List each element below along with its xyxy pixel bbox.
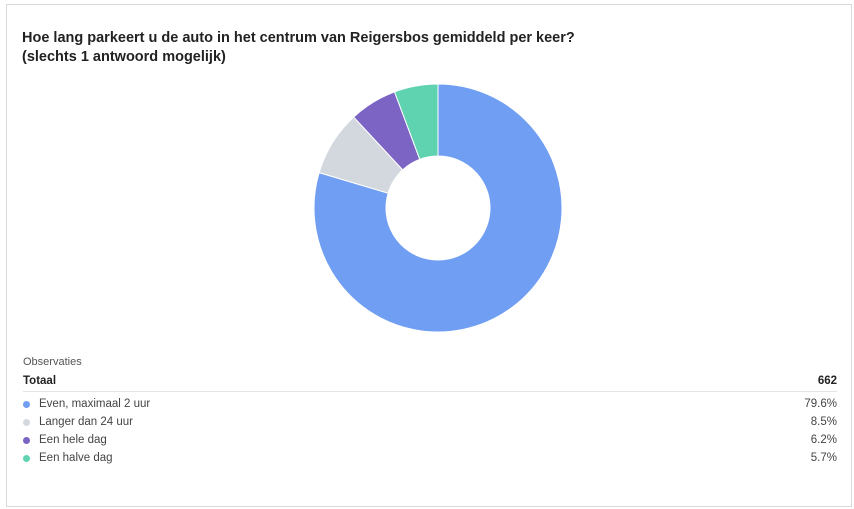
legend-dot-icon bbox=[23, 401, 30, 408]
legend-item[interactable]: Even, maximaal 2 uur 79.6% bbox=[23, 397, 837, 415]
legend-value: 79.6% bbox=[804, 398, 837, 410]
legend-label: Langer dan 24 uur bbox=[39, 416, 133, 428]
legend-item[interactable]: Een halve dag 5.7% bbox=[23, 451, 837, 469]
donut-chart bbox=[313, 83, 563, 333]
total-label: Totaal bbox=[23, 375, 57, 387]
legend-dot-icon bbox=[23, 419, 30, 426]
legend-value: 8.5% bbox=[810, 416, 837, 428]
chart-title: Hoe lang parkeert u de auto in het centr… bbox=[22, 29, 575, 67]
legend-label: Een hele dag bbox=[39, 434, 107, 446]
chart-subtitle: (slechts 1 antwoord mogelijk) bbox=[22, 49, 226, 65]
total-row: Totaal 662 bbox=[23, 375, 837, 392]
legend-value: 6.2% bbox=[810, 434, 837, 446]
legend: Even, maximaal 2 uur 79.6% Langer dan 24… bbox=[23, 397, 837, 469]
chart-card: Hoe lang parkeert u de auto in het centr… bbox=[6, 4, 852, 507]
legend-label: Even, maximaal 2 uur bbox=[39, 398, 151, 410]
total-value: 662 bbox=[817, 375, 837, 387]
legend-dot-icon bbox=[23, 437, 30, 444]
donut-slice-0[interactable] bbox=[313, 83, 563, 333]
observations-heading: Observaties bbox=[23, 356, 82, 368]
legend-item[interactable]: Langer dan 24 uur 8.5% bbox=[23, 415, 837, 433]
legend-dot-icon bbox=[23, 455, 30, 462]
chart-title-text: Hoe lang parkeert u de auto in het centr… bbox=[22, 30, 575, 46]
legend-item[interactable]: Een hele dag 6.2% bbox=[23, 433, 837, 451]
donut-slice-3[interactable] bbox=[393, 83, 439, 160]
legend-value: 5.7% bbox=[810, 452, 837, 464]
legend-label: Een halve dag bbox=[39, 452, 113, 464]
